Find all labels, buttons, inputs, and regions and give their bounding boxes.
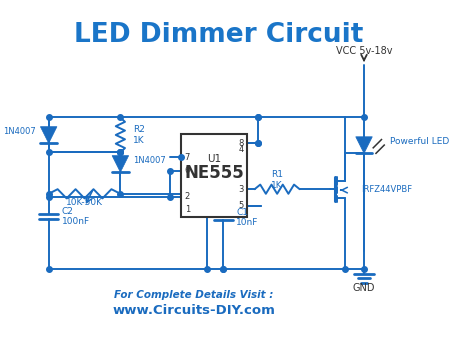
Text: C1
10nF: C1 10nF bbox=[236, 208, 259, 228]
Text: 3: 3 bbox=[238, 185, 244, 194]
Text: NE555: NE555 bbox=[184, 164, 244, 182]
Text: 1N4007: 1N4007 bbox=[3, 127, 36, 136]
Text: C2
100nF: C2 100nF bbox=[62, 207, 90, 226]
Polygon shape bbox=[112, 156, 128, 172]
Text: 5: 5 bbox=[238, 201, 244, 210]
Text: 2: 2 bbox=[185, 192, 190, 201]
Text: 8: 8 bbox=[238, 139, 244, 148]
FancyBboxPatch shape bbox=[181, 134, 247, 217]
Text: R1
1K: R1 1K bbox=[271, 170, 283, 190]
Text: IRFZ44VPBF: IRFZ44VPBF bbox=[361, 185, 412, 194]
Text: 6: 6 bbox=[185, 166, 190, 175]
Text: 4: 4 bbox=[238, 145, 244, 154]
Text: www.Circuits-DIY.com: www.Circuits-DIY.com bbox=[113, 304, 276, 317]
Text: For Complete Details Visit :: For Complete Details Visit : bbox=[114, 290, 274, 300]
Text: VCC 5v-18v: VCC 5v-18v bbox=[336, 46, 392, 56]
Text: LED Dimmer Circuit: LED Dimmer Circuit bbox=[74, 22, 364, 48]
Text: 1: 1 bbox=[185, 205, 190, 214]
Polygon shape bbox=[356, 137, 372, 153]
Text: R2
1K: R2 1K bbox=[133, 125, 145, 145]
Polygon shape bbox=[40, 127, 57, 143]
Text: Powerful LED: Powerful LED bbox=[390, 137, 449, 146]
Text: 7: 7 bbox=[185, 153, 190, 162]
Text: U1: U1 bbox=[207, 154, 221, 164]
Text: 10K-50K: 10K-50K bbox=[66, 198, 103, 207]
Text: 1N4007: 1N4007 bbox=[133, 156, 166, 165]
Text: GND: GND bbox=[353, 283, 375, 293]
